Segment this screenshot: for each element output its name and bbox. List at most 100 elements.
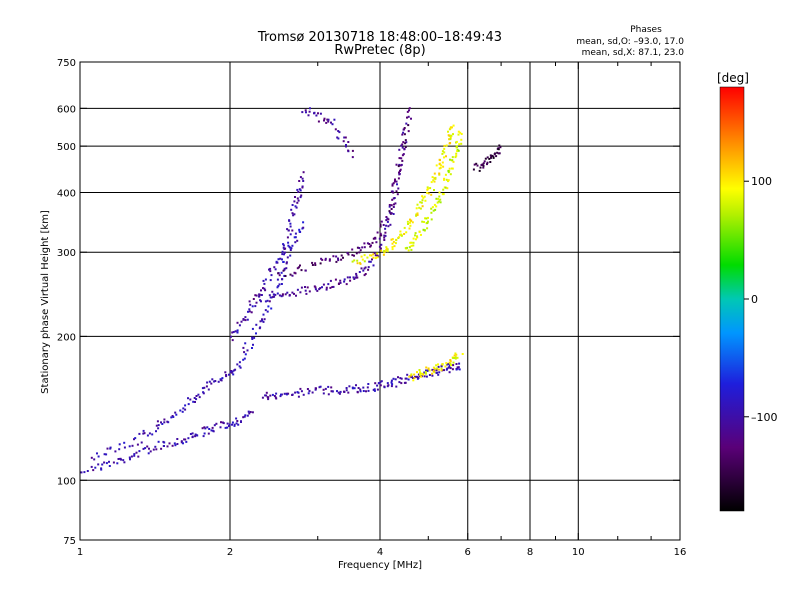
echo-point: [290, 208, 293, 211]
echo-point: [384, 227, 387, 230]
echo-point: [367, 383, 370, 385]
echo-point: [287, 244, 290, 247]
echo-point: [449, 136, 452, 139]
echo-point: [427, 187, 430, 190]
echo-point: [300, 286, 303, 289]
echo-point: [460, 133, 463, 135]
echo-point: [302, 226, 305, 229]
echo-point: [342, 140, 345, 143]
echo-point: [92, 469, 95, 472]
echo-point: [318, 386, 321, 389]
echo-point: [407, 124, 410, 127]
echo-point: [260, 300, 262, 303]
echo-point: [430, 207, 433, 210]
echo-point: [299, 176, 302, 179]
echo-point: [187, 437, 190, 440]
echo-point: [332, 255, 335, 258]
echo-point: [422, 228, 425, 231]
echo-point: [347, 149, 350, 152]
echo-point: [118, 448, 121, 451]
echo-point: [317, 112, 319, 115]
echo-point: [404, 142, 407, 145]
echo-point: [440, 367, 443, 370]
echo-point: [372, 253, 375, 256]
echo-point: [274, 293, 277, 296]
echo-point: [294, 236, 297, 239]
echo-point: [80, 471, 83, 474]
echo-point: [296, 201, 299, 204]
echo-point: [170, 416, 173, 419]
echo-point: [422, 373, 425, 376]
echo-point: [440, 369, 443, 372]
echo-point: [356, 276, 359, 279]
echo-point: [400, 163, 403, 166]
echo-point: [266, 299, 269, 302]
echo-point: [214, 380, 217, 382]
echo-point: [438, 172, 441, 175]
echo-point: [452, 133, 454, 136]
echo-point: [280, 283, 283, 285]
echo-point: [424, 217, 426, 220]
echo-point: [300, 194, 303, 197]
echo-point: [273, 295, 276, 298]
echo-point: [279, 395, 282, 398]
echo-point: [370, 244, 372, 247]
echo-point: [157, 440, 160, 443]
echo-point: [157, 427, 160, 430]
echo-point: [195, 398, 198, 401]
echo-point: [282, 246, 285, 249]
echo-point: [483, 160, 486, 163]
echo-point: [244, 353, 247, 356]
echo-point: [430, 193, 433, 196]
echo-point: [276, 278, 279, 281]
echo-point: [230, 335, 232, 338]
echo-point: [430, 218, 433, 221]
echo-point: [308, 390, 311, 393]
echo-point: [278, 283, 281, 286]
echo-point: [391, 242, 394, 245]
echo-point: [447, 169, 450, 172]
echo-point: [438, 173, 441, 176]
echo-point: [414, 375, 417, 378]
echo-point: [130, 455, 133, 458]
echo-point: [251, 338, 254, 340]
echo-point: [313, 111, 316, 114]
echo-point: [397, 177, 400, 180]
echo-point: [304, 289, 307, 292]
echo-point: [155, 430, 157, 433]
echo-point: [447, 363, 450, 365]
echo-point: [484, 157, 487, 160]
echo-point: [329, 279, 332, 282]
echo-point: [325, 121, 328, 124]
echo-point: [410, 375, 413, 378]
echo-point: [334, 278, 337, 281]
colorbar-tick-label: 100: [751, 175, 772, 188]
echo-point: [100, 467, 103, 470]
echo-point: [374, 382, 377, 385]
echo-point: [171, 444, 174, 447]
echo-point: [349, 279, 352, 282]
echo-point: [443, 369, 445, 372]
echo-point: [489, 161, 492, 163]
echo-point: [338, 131, 341, 134]
echo-point: [285, 267, 288, 270]
echo-point: [337, 283, 340, 285]
echo-point: [316, 289, 319, 292]
echo-point: [228, 373, 230, 376]
echo-point: [443, 151, 446, 154]
echo-point: [397, 187, 400, 190]
echo-point: [368, 260, 371, 263]
echo-point: [386, 250, 389, 253]
echo-point: [449, 134, 452, 137]
echo-point: [327, 283, 330, 286]
echo-point: [337, 257, 339, 260]
echo-point: [395, 239, 398, 242]
echo-point: [498, 144, 501, 147]
echo-point: [278, 274, 281, 277]
echo-point: [390, 379, 393, 382]
echo-point: [302, 221, 305, 224]
echo-point: [180, 440, 183, 443]
echo-point: [398, 171, 400, 174]
echo-point: [286, 291, 289, 294]
echo-point: [437, 365, 440, 368]
